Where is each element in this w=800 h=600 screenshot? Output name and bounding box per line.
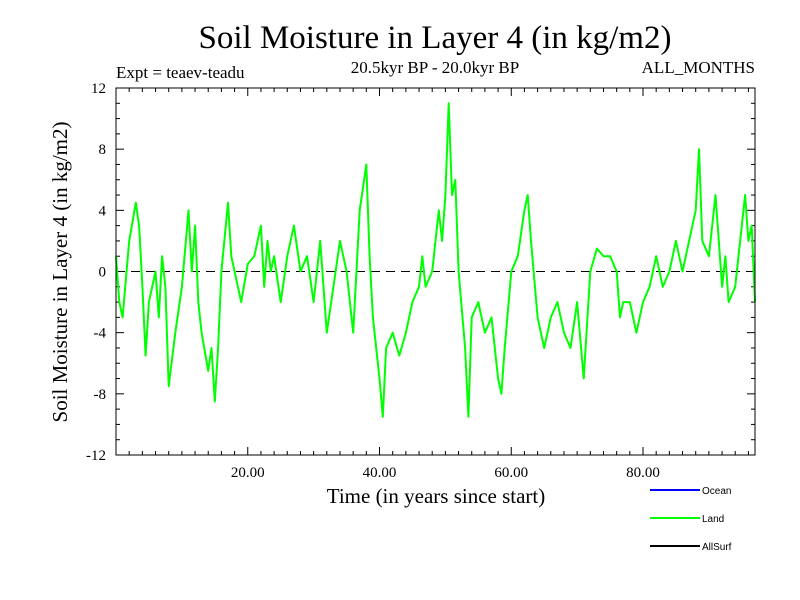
period-label: 20.5kyr BP - 20.0kyr BP [351,58,519,77]
legend-label-allsurf: AllSurf [702,542,732,553]
y-tick-label: 8 [99,142,107,158]
chart-title: Soil Moisture in Layer 4 (in kg/m2) [199,20,672,56]
axis-tick-labels: 20.00 40.00 60.00 80.00 -12 -8 -4 0 4 8 12 [86,81,660,481]
y-axis-label: Soil Moisture in Layer 4 (in kg/m2) [48,122,72,423]
y-tick-label: 0 [99,265,107,281]
y-tick-label: -4 [94,326,107,342]
data-series [115,102,756,418]
series-line-land [115,102,756,418]
months-label: ALL_MONTHS [642,58,755,77]
y-tick-label: 4 [99,203,107,219]
y-tick-label: -8 [94,387,107,403]
x-tick-label: 60.00 [494,465,528,481]
x-tick-label: 80.00 [626,465,660,481]
y-tick-label: -12 [86,448,106,464]
plot-frame [115,87,756,456]
legend-label-ocean: Ocean [702,486,731,497]
y-tick-label: 12 [91,81,106,97]
x-tick-label: 40.00 [363,465,397,481]
x-tick-label: 20.00 [231,465,265,481]
experiment-label: Expt = teaev-teadu [116,63,245,82]
legend-label-land: Land [702,514,724,525]
x-axis-label: Time (in years since start) [327,484,546,508]
legend: Ocean Land AllSurf [650,486,732,553]
